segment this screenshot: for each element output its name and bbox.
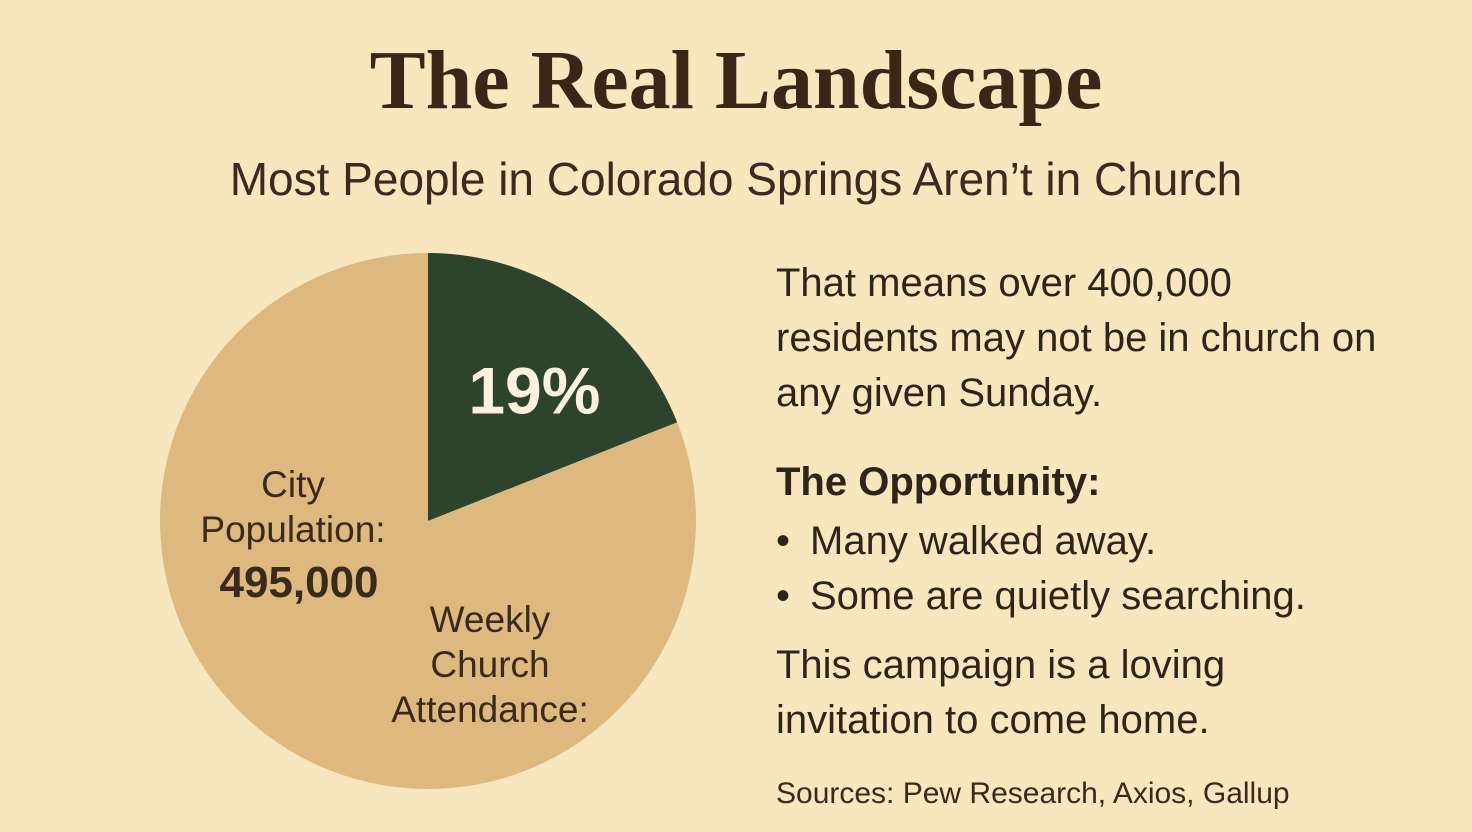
annotation: 495,000 <box>219 558 379 607</box>
sources: Sources: Pew Research, Axios, Gallup <box>776 777 1290 810</box>
bullet-list: Many walked away. Some are quietly searc… <box>776 514 1416 624</box>
title: The Real Landscape <box>369 34 1103 127</box>
bullet: Many walked away. <box>776 514 1416 569</box>
pie-slice <box>428 253 678 521</box>
pie-slice <box>159 253 697 789</box>
pie-chart: 19% <box>159 253 697 789</box>
subtitle: Most People in Colorado Springs Aren’t i… <box>229 153 1243 205</box>
text-panel: That means over 400,000 residents may no… <box>776 256 1416 821</box>
heading: The Opportunity: <box>776 460 1101 504</box>
intro-text: That means over 400,000 residents may no… <box>776 261 1377 415</box>
annotation: City Population: <box>200 464 386 550</box>
closing-text: This campaign is a loving invitation to … <box>776 643 1226 742</box>
annotation: Weekly Church Attendance: <box>391 599 589 730</box>
slice-label: 19% <box>468 353 600 427</box>
bullet: Some are quietly searching. <box>776 569 1416 624</box>
